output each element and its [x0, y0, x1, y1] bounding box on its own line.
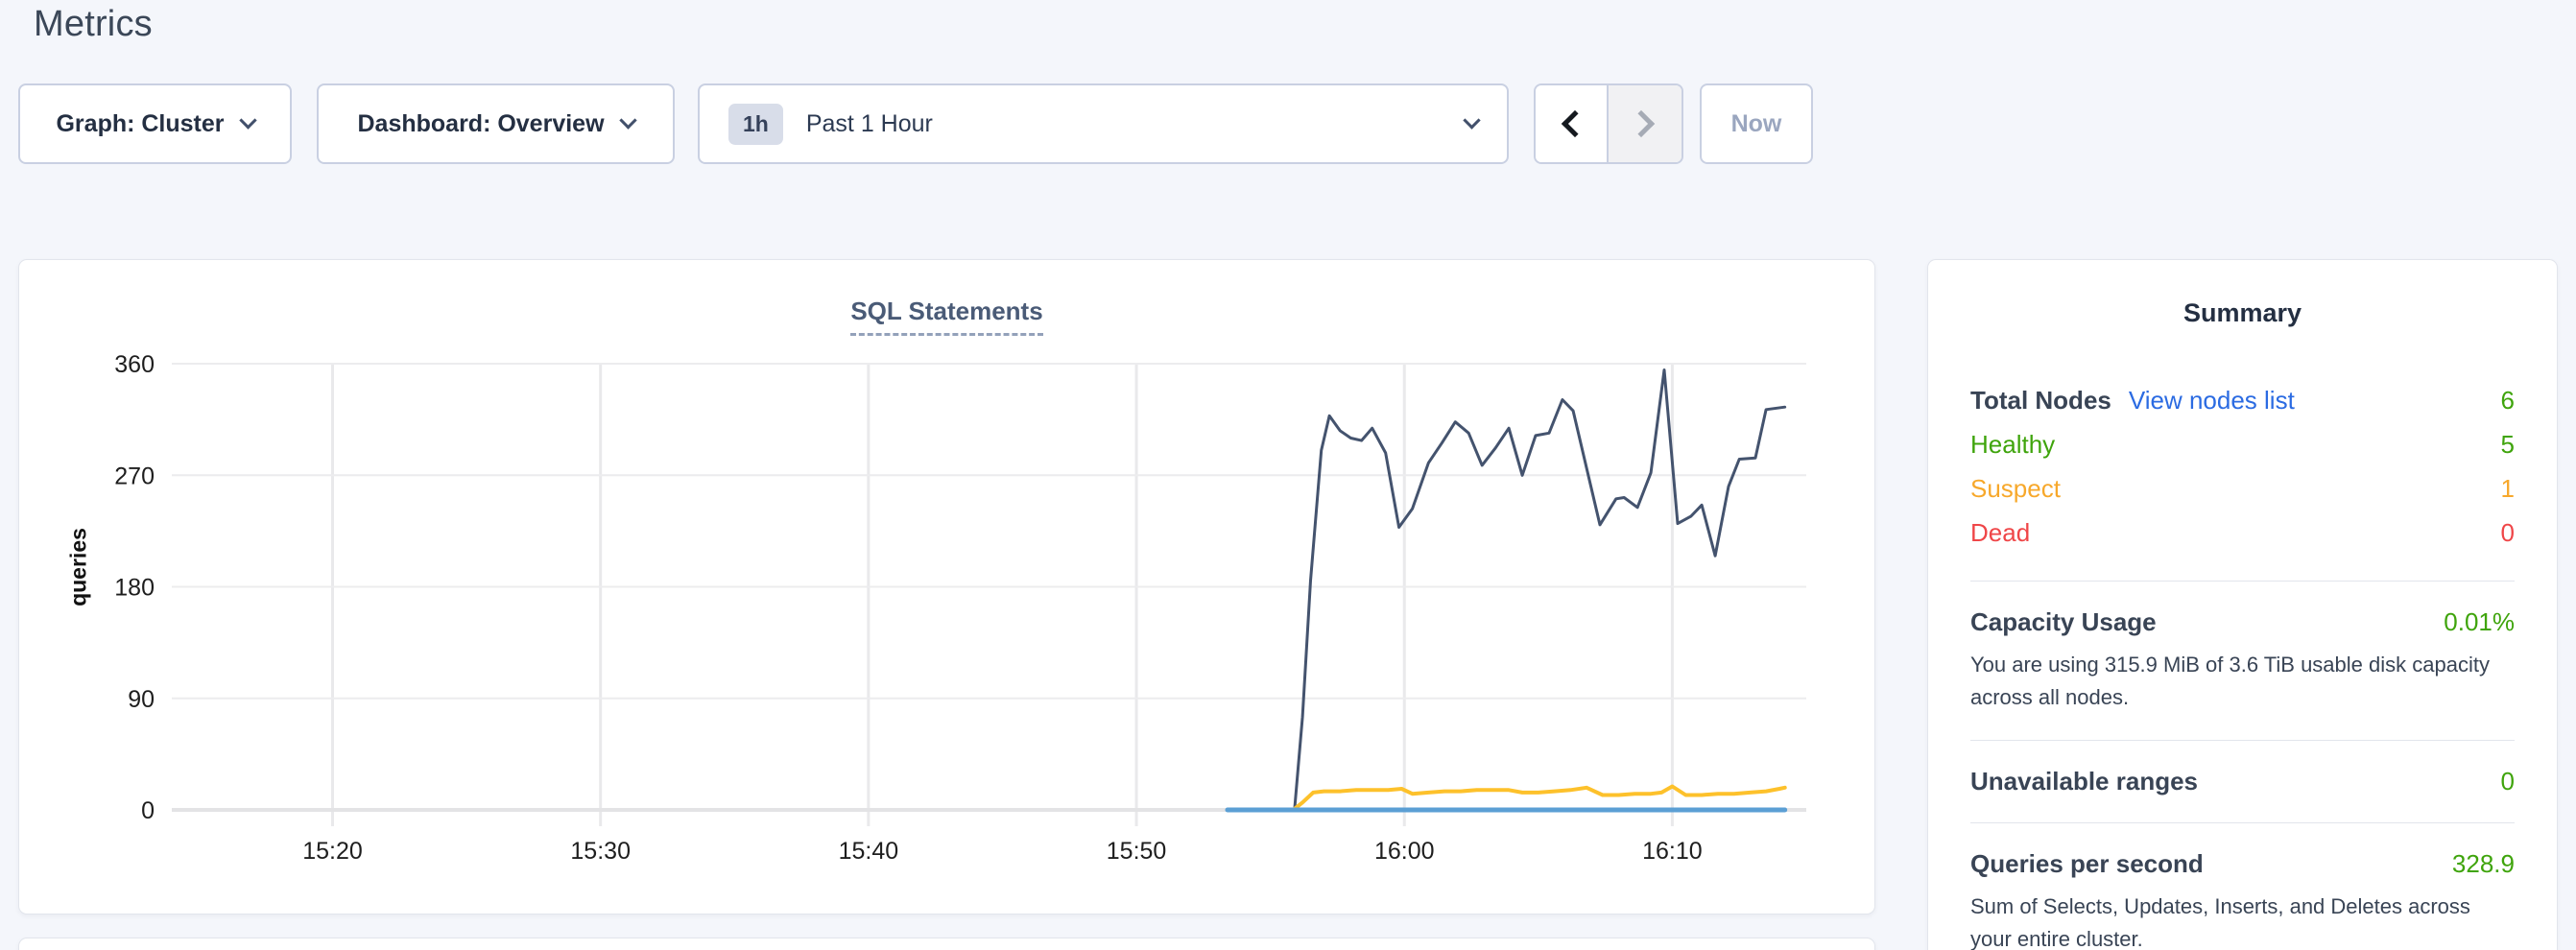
capacity-usage-value: 0.01%: [2444, 607, 2515, 636]
capacity-usage-description: You are using 315.9 MiB of 3.6 TiB usabl…: [1970, 653, 2490, 709]
chevron-down-icon: [618, 110, 637, 130]
page-title: Metrics: [34, 4, 153, 44]
time-range-picker[interactable]: 1h Past 1 Hour: [698, 83, 1509, 164]
summary-title: Summary: [2182, 298, 2302, 327]
graph-dropdown[interactable]: Graph: Cluster: [18, 83, 292, 164]
series-line-navy: [1226, 368, 1787, 812]
time-nav-group: [1534, 83, 1683, 164]
now-button[interactable]: Now: [1700, 83, 1813, 164]
x-tick-label: 15:50: [1107, 838, 1167, 865]
sql-statements-chart-card: 0 90 180 270 360 15:20 15:30 15:40 15:50 16:00 16:…: [18, 259, 1875, 914]
series-line-yellow: [1226, 784, 1787, 812]
healthy-nodes-row: Healthy 5: [1970, 422, 2515, 466]
next-time-button[interactable]: [1609, 85, 1682, 162]
y-tick-label: 90: [128, 686, 155, 713]
qps-section: Queries per second 328.9 Sum of Selects,…: [1970, 849, 2515, 950]
dashboard-dropdown-label: Dashboard: Overview: [357, 109, 605, 137]
now-button-label: Now: [1730, 109, 1782, 137]
queries-per-second-value: 328.9: [2451, 849, 2515, 878]
x-tick-label: 15:20: [302, 838, 363, 865]
x-tick-label: 15:40: [839, 838, 899, 865]
dead-label: Dead: [1970, 517, 2031, 547]
x-tick-label: 15:30: [570, 838, 631, 865]
total-nodes-row: Total Nodes View nodes list 6: [1970, 378, 2515, 422]
dead-nodes-row: Dead 0: [1970, 511, 2515, 555]
total-nodes-label: Total Nodes: [1970, 385, 2111, 415]
y-tick-label: 0: [141, 797, 155, 824]
x-tick-label: 16:00: [1374, 838, 1435, 865]
queries-per-second-label: Queries per second: [1970, 849, 2204, 878]
chart-title-row: SQL Statements: [19, 297, 1874, 336]
chevron-down-icon: [1463, 110, 1481, 130]
y-axis-label: queries: [65, 528, 91, 606]
healthy-label: Healthy: [1970, 429, 2056, 459]
divider: [1970, 822, 2515, 823]
view-nodes-list-link[interactable]: View nodes list: [2128, 385, 2295, 415]
divider: [1970, 581, 2515, 582]
suspect-value: 1: [2500, 473, 2515, 503]
unavailable-ranges-value: 0: [2500, 767, 2515, 796]
dashboard-dropdown[interactable]: Dashboard: Overview: [317, 83, 675, 164]
summary-panel: Summary Total Nodes View nodes list 6 He…: [1927, 259, 2558, 950]
y-tick-label: 180: [114, 575, 155, 602]
unavailable-ranges-label: Unavailable ranges: [1970, 767, 2198, 796]
y-tick-label: 270: [114, 463, 155, 489]
chevron-down-icon: [238, 110, 257, 130]
total-nodes-value: 6: [2500, 385, 2515, 415]
next-chart-card: [18, 938, 1875, 950]
prev-time-button[interactable]: [1536, 85, 1610, 162]
time-range-label: Past 1 Hour: [805, 109, 933, 137]
unavailable-ranges-section: Unavailable ranges 0: [1970, 767, 2515, 796]
nodes-block: Total Nodes View nodes list 6 Healthy 5 …: [1970, 378, 2515, 555]
suspect-nodes-row: Suspect 1: [1970, 466, 2515, 511]
divider: [1970, 740, 2515, 741]
chart-plot-area: 0 90 180 270 360 15:20 15:30 15:40 15:50 16:00 16:…: [114, 351, 1806, 865]
suspect-label: Suspect: [1970, 473, 2061, 503]
capacity-usage-label: Capacity Usage: [1970, 607, 2157, 636]
y-tick-label: 360: [114, 351, 155, 378]
healthy-value: 5: [2500, 429, 2515, 459]
chevron-left-icon: [1561, 109, 1589, 138]
time-range-badge: 1h: [728, 103, 783, 145]
chart-title[interactable]: SQL Statements: [850, 297, 1043, 336]
capacity-section: Capacity Usage 0.01% You are using 315.9…: [1970, 607, 2515, 714]
dead-value: 0: [2500, 517, 2515, 547]
queries-per-second-description: Sum of Selects, Updates, Inserts, and De…: [1970, 894, 2470, 950]
graph-dropdown-label: Graph: Cluster: [56, 109, 225, 137]
x-tick-label: 16:10: [1642, 838, 1703, 865]
chevron-right-icon: [1627, 109, 1656, 138]
